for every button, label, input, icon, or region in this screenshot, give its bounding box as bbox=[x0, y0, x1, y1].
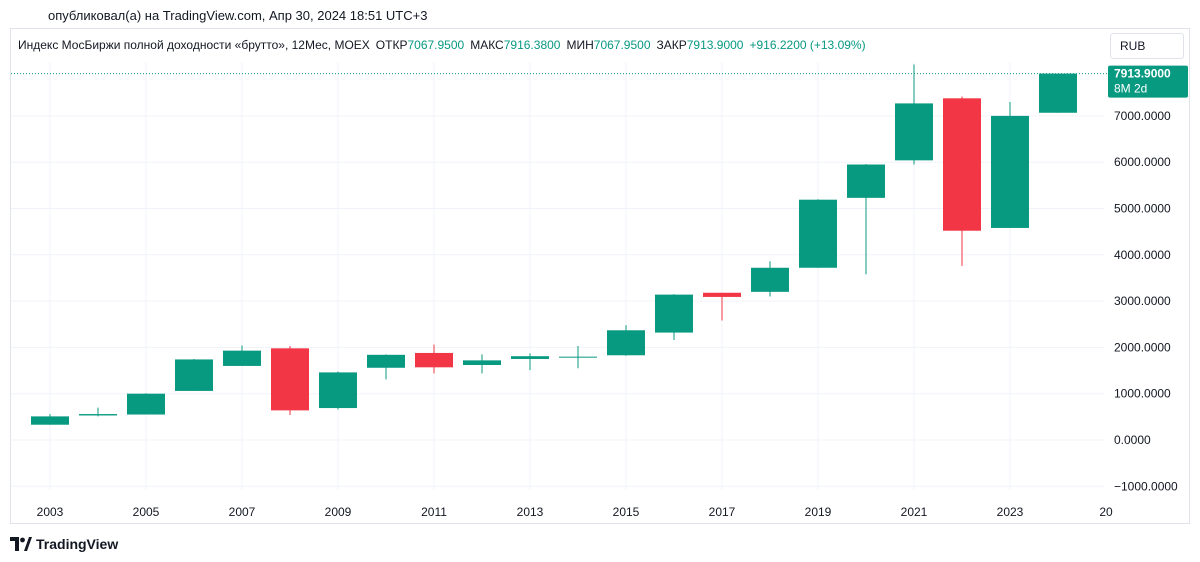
published-info: опубликовал(а) на TradingView.com, Апр 3… bbox=[48, 8, 428, 23]
candle-body bbox=[1039, 73, 1077, 113]
x-tick-label: 2017 bbox=[709, 505, 736, 519]
last-price-label bbox=[1108, 65, 1188, 98]
series-legend[interactable]: Индекс МосБиржи полной доходности «брутт… bbox=[18, 38, 866, 52]
candle-2018[interactable] bbox=[751, 261, 789, 297]
candle-2013[interactable] bbox=[511, 353, 549, 371]
candle-body bbox=[79, 414, 117, 416]
candle-body bbox=[799, 199, 837, 268]
candle-2021[interactable] bbox=[895, 64, 933, 165]
x-tick-label: 2009 bbox=[325, 505, 352, 519]
candle-body bbox=[223, 350, 261, 366]
candle-body bbox=[175, 359, 213, 391]
high-label: МАКС bbox=[470, 38, 504, 52]
candle-body bbox=[367, 354, 405, 368]
tradingview-branding[interactable]: TradingView bbox=[10, 536, 118, 552]
last-price-label-group: 7913.9000 8M 2d bbox=[1108, 65, 1188, 98]
y-tick-label: 6000.0000 bbox=[1114, 155, 1171, 169]
candle-2023[interactable] bbox=[991, 102, 1029, 228]
candle-2024[interactable] bbox=[1039, 73, 1077, 113]
candle-body bbox=[991, 115, 1029, 228]
tradingview-logo-text: TradingView bbox=[36, 536, 119, 552]
candle-2020[interactable] bbox=[847, 164, 885, 275]
close-value: 7913.9000 bbox=[686, 38, 744, 52]
y-tick-label: 3000.0000 bbox=[1114, 294, 1171, 308]
candles bbox=[31, 64, 1077, 425]
x-tick-label: 2015 bbox=[613, 505, 640, 519]
candle-2010[interactable] bbox=[367, 354, 405, 380]
open-value: 7067.9500 bbox=[407, 38, 465, 52]
x-tick-label: 2003 bbox=[37, 505, 64, 519]
x-tick-label: 2007 bbox=[229, 505, 256, 519]
candle-2015[interactable] bbox=[607, 325, 645, 356]
candle-2006[interactable] bbox=[175, 358, 213, 391]
candle-2019[interactable] bbox=[799, 199, 837, 268]
candle-body bbox=[703, 292, 741, 297]
candle-body bbox=[847, 164, 885, 198]
x-tick-label: 2013 bbox=[517, 505, 544, 519]
candle-2005[interactable] bbox=[127, 393, 165, 415]
candle-2004[interactable] bbox=[79, 407, 117, 417]
change-value: +916.2200 (+13.09%) bbox=[749, 38, 866, 52]
y-tick-label: −1000.0000 bbox=[1114, 479, 1178, 493]
candle-body bbox=[127, 393, 165, 415]
candle-2017[interactable] bbox=[703, 292, 741, 321]
x-axis: 2003 2005 2007 2009 2011 2013 2015 2017 2019 2021… bbox=[37, 505, 1113, 519]
close-label: ЗАКР bbox=[656, 38, 687, 52]
low-value: 7067.9500 bbox=[593, 38, 651, 52]
candle-body bbox=[271, 348, 309, 411]
candle-2014[interactable] bbox=[559, 346, 597, 369]
x-tick-label: 2005 bbox=[133, 505, 160, 519]
candle-body bbox=[751, 267, 789, 292]
last-price-countdown: 8M 2d bbox=[1114, 82, 1147, 96]
grid-lines bbox=[11, 62, 1104, 490]
x-tick-label: 2019 bbox=[805, 505, 832, 519]
candle-2009[interactable] bbox=[319, 371, 357, 410]
y-tick-label: 4000.0000 bbox=[1114, 248, 1171, 262]
y-axis: 7000.0000 6000.0000 5000.0000 4000.0000 3000… bbox=[1114, 109, 1178, 493]
y-tick-label: 2000.0000 bbox=[1114, 340, 1171, 354]
candle-2011[interactable] bbox=[415, 344, 453, 374]
candle-body bbox=[31, 416, 69, 425]
x-tick-label: 2021 bbox=[901, 505, 928, 519]
candle-body bbox=[559, 356, 597, 358]
candle-2007[interactable] bbox=[223, 345, 261, 366]
x-tick-label: 2023 bbox=[997, 505, 1024, 519]
candle-body bbox=[655, 294, 693, 333]
x-tick-label: 20 bbox=[1099, 505, 1113, 519]
candle-2016[interactable] bbox=[655, 294, 693, 340]
currency-button[interactable]: RUB bbox=[1110, 33, 1184, 59]
candle-body bbox=[319, 372, 357, 409]
open-label: ОТКР bbox=[375, 38, 408, 52]
candle-body bbox=[943, 98, 981, 231]
candle-body bbox=[895, 103, 933, 161]
y-tick-label: 0.0000 bbox=[1114, 433, 1151, 447]
candle-2022[interactable] bbox=[943, 96, 981, 266]
y-tick-label: 5000.0000 bbox=[1114, 202, 1171, 216]
candle-body bbox=[415, 352, 453, 368]
y-tick-label: 7000.0000 bbox=[1114, 109, 1171, 123]
last-price-value: 7913.9000 bbox=[1114, 67, 1171, 81]
x-tick-label: 2011 bbox=[421, 505, 447, 519]
candle-body bbox=[511, 356, 549, 359]
candle-body bbox=[463, 360, 501, 365]
chart-frame bbox=[10, 28, 1190, 524]
candle-2003[interactable] bbox=[31, 414, 69, 425]
series-title: Индекс МосБиржи полной доходности «брутт… bbox=[18, 38, 370, 52]
low-label: МИН bbox=[566, 38, 594, 52]
high-value: 7916.3800 bbox=[503, 38, 561, 52]
tradingview-logo-icon bbox=[10, 537, 32, 551]
candle-2012[interactable] bbox=[463, 354, 501, 374]
y-tick-label: 1000.0000 bbox=[1114, 387, 1171, 401]
candle-2008[interactable] bbox=[271, 346, 309, 415]
candle-body bbox=[607, 330, 645, 356]
